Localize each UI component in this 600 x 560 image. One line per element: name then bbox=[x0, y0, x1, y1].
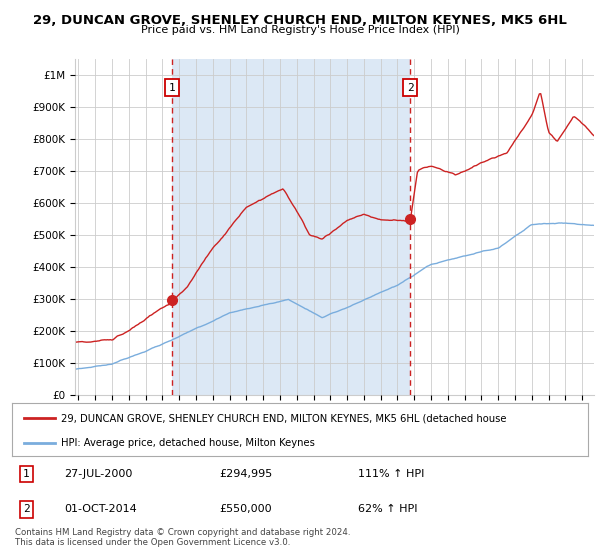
Bar bbox=[172, 59, 410, 395]
Text: 27-JUL-2000: 27-JUL-2000 bbox=[64, 469, 132, 479]
Text: 111% ↑ HPI: 111% ↑ HPI bbox=[358, 469, 424, 479]
Text: 29, DUNCAN GROVE, SHENLEY CHURCH END, MILTON KEYNES, MK5 6HL: 29, DUNCAN GROVE, SHENLEY CHURCH END, MI… bbox=[33, 14, 567, 27]
Text: 1: 1 bbox=[169, 83, 175, 92]
Text: HPI: Average price, detached house, Milton Keynes: HPI: Average price, detached house, Milt… bbox=[61, 438, 315, 448]
Text: 62% ↑ HPI: 62% ↑ HPI bbox=[358, 505, 417, 515]
Text: 29, DUNCAN GROVE, SHENLEY CHURCH END, MILTON KEYNES, MK5 6HL (detached house: 29, DUNCAN GROVE, SHENLEY CHURCH END, MI… bbox=[61, 413, 506, 423]
Text: 2: 2 bbox=[23, 505, 30, 515]
Text: Price paid vs. HM Land Registry's House Price Index (HPI): Price paid vs. HM Land Registry's House … bbox=[140, 25, 460, 35]
Text: £294,995: £294,995 bbox=[220, 469, 272, 479]
Text: 01-OCT-2014: 01-OCT-2014 bbox=[64, 505, 137, 515]
Text: £550,000: £550,000 bbox=[220, 505, 272, 515]
Text: 1: 1 bbox=[23, 469, 30, 479]
Text: 2: 2 bbox=[407, 83, 413, 92]
Text: Contains HM Land Registry data © Crown copyright and database right 2024.
This d: Contains HM Land Registry data © Crown c… bbox=[15, 528, 350, 547]
